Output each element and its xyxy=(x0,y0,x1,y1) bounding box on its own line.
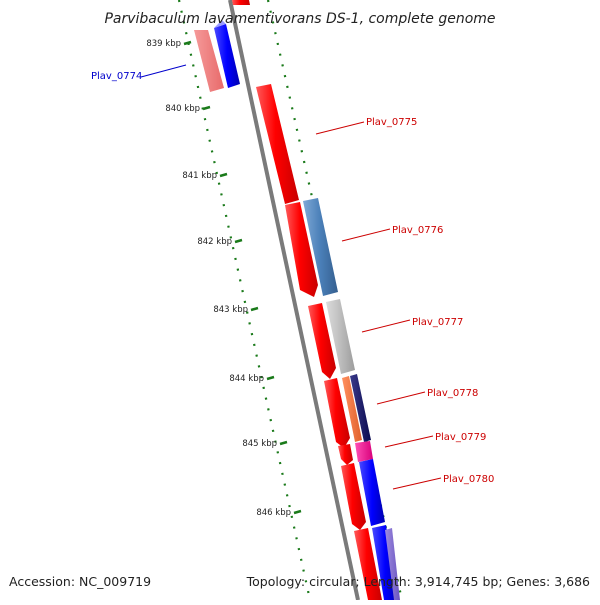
gene-label-plav-0774[interactable]: Plav_0774 xyxy=(91,71,142,82)
gene-feature-plav-0778-navy[interactable] xyxy=(350,374,371,442)
gene-feature-plav-0781-box[interactable] xyxy=(372,525,398,600)
scale-tick-label: 842 kbp xyxy=(197,237,232,247)
gene-feature-plav-0776-box[interactable] xyxy=(303,198,338,296)
gene-feature-plav-0776[interactable] xyxy=(285,202,318,297)
scale-tick-label: 843 kbp xyxy=(213,305,248,315)
scale-tick-label: 840 kbp xyxy=(165,104,200,114)
gene-feature-plav-0780-box[interactable] xyxy=(359,459,385,526)
gene-label-leader-line xyxy=(392,477,442,490)
gene-feature-plav-0780[interactable] xyxy=(341,463,366,530)
scale-tick-label: 844 kbp xyxy=(229,374,264,384)
topology-text: Topology: circular; Length: 3,914,745 bp… xyxy=(246,574,590,589)
gene-label-plav-0779[interactable]: Plav_0779 xyxy=(435,432,486,443)
scale-tick-label: 841 kbp xyxy=(182,171,217,181)
gene-feature-plav-0773[interactable] xyxy=(194,30,224,92)
gene-feature-plav-0781[interactable] xyxy=(354,528,382,600)
scale-tick-label: 845 kbp xyxy=(242,439,277,449)
gene-label-leader-line xyxy=(315,121,365,135)
gene-feature-plav-0774[interactable] xyxy=(214,24,240,88)
gene-label-leader-line xyxy=(361,319,411,333)
gene-feature-plav-0774-cap xyxy=(214,20,226,28)
scale-ruler: 839 kbp 840 kbp 841 kbp 842 kbp 843 kbp 844 k… xyxy=(146,39,302,518)
gene-label-leader-line xyxy=(140,64,187,78)
gene-label-plav-0776[interactable]: Plav_0776 xyxy=(392,225,443,236)
scale-tick-mark xyxy=(293,509,302,515)
gene-label-plav-0777[interactable]: Plav_0777 xyxy=(412,317,463,328)
gene-label-plav-0775[interactable]: Plav_0775 xyxy=(366,117,417,128)
accession-text: Accession: NC_009719 xyxy=(9,574,151,589)
gene-feature-plav-0778-orange[interactable] xyxy=(342,376,362,442)
scale-tick-mark xyxy=(183,40,192,46)
scale-tick-mark xyxy=(250,306,259,312)
gene-label-leader-line xyxy=(376,391,426,405)
scale-tick-mark xyxy=(219,172,228,178)
gene-feature-plav-0777[interactable] xyxy=(308,303,336,379)
scale-tick-label: 846 kbp xyxy=(256,508,291,518)
scale-tick-mark xyxy=(266,375,275,381)
gene-label-plav-0778[interactable]: Plav_0778 xyxy=(427,388,478,399)
scale-tick-mark xyxy=(279,440,288,446)
gene-feature-plav-0779-magenta[interactable] xyxy=(355,441,373,462)
map-title: Parvibaculum lavamentivorans DS-1, compl… xyxy=(104,11,495,27)
gene-feature-plav-0777-box[interactable] xyxy=(326,299,355,374)
gene-label-plav-0780[interactable]: Plav_0780 xyxy=(443,474,494,485)
gene-feature-plav-0781-purple[interactable] xyxy=(385,528,400,600)
gene-label-leader-line xyxy=(341,228,391,242)
gene-feature-plav-0779[interactable] xyxy=(338,444,353,465)
forward-strand-track xyxy=(214,20,400,600)
scale-tick-mark xyxy=(234,238,243,244)
gene-label-leader-line xyxy=(384,435,434,448)
gene-feature-reverse-top[interactable] xyxy=(232,0,250,5)
reverse-strand-track xyxy=(194,0,250,92)
gene-feature-plav-0775[interactable] xyxy=(256,84,299,204)
gene-labels: Plav_0774 Plav_0775 Plav_0776 Plav_0777 Plav… xyxy=(91,64,494,490)
gene-feature-plav-0778[interactable] xyxy=(324,378,350,448)
scale-tick-mark xyxy=(202,105,211,111)
scale-tick-label: 839 kbp xyxy=(146,39,181,49)
genome-backbone xyxy=(228,0,360,601)
